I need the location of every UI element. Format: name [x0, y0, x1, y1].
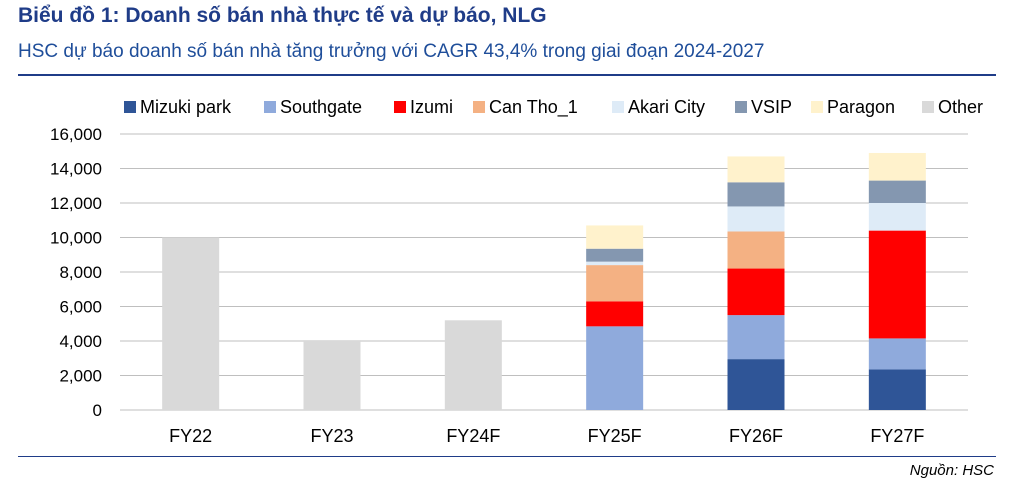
bar-segment-other-fy22 [162, 237, 220, 410]
bar-segment-akari-city-fy25f [586, 261, 644, 266]
x-tick-label: FY22 [169, 426, 212, 446]
gridlines [120, 133, 968, 411]
legend-label: Akari City [628, 97, 705, 117]
x-axis: FY22 FY23 FY24F FY25F FY26F FY27F [169, 426, 924, 446]
y-tick-label: 16,000 [50, 125, 102, 144]
legend-swatch [394, 101, 406, 113]
legend-swatch [124, 101, 136, 113]
legend: Mizuki park Southgate Izumi Can Tho_1 Akari … [124, 97, 983, 118]
bar-segment-paragon-fy25f [586, 225, 644, 249]
x-tick-label: FY23 [310, 426, 353, 446]
y-axis: 0 2,000 4,000 6,000 8,000 10,000 12,000 14,000 1… [50, 125, 102, 420]
legend-label: Izumi [410, 97, 453, 117]
legend-swatch [735, 101, 747, 113]
x-tick-label: FY25F [588, 426, 642, 446]
bar-segment-can-tho-1-fy25f [586, 265, 644, 302]
x-tick-label: FY26F [729, 426, 783, 446]
y-tick-label: 0 [93, 401, 102, 420]
bar-segment-southgate-fy26f [727, 315, 785, 360]
y-tick-label: 10,000 [50, 229, 102, 248]
x-tick-label: FY27F [870, 426, 924, 446]
x-tick-label: FY24F [446, 426, 500, 446]
legend-swatch [922, 101, 934, 113]
bar-segment-vsip-fy27f [868, 180, 926, 203]
footer-divider [18, 456, 996, 457]
bar-segment-paragon-fy26f [727, 156, 785, 183]
bars [162, 152, 926, 410]
y-tick-label: 6,000 [59, 298, 102, 317]
legend-swatch [473, 101, 485, 113]
bar-segment-other-fy24f [444, 320, 502, 410]
bar-segment-izumi-fy25f [586, 301, 644, 327]
bar-segment-vsip-fy25f [586, 248, 644, 262]
source-note: Nguồn: HSC [909, 462, 994, 479]
bar-segment-southgate-fy25f [586, 326, 644, 410]
chart-title: Biểu đồ 1: Doanh số bán nhà thực tế và d… [18, 4, 547, 27]
bar-segment-vsip-fy26f [727, 182, 785, 207]
stacked-bar-chart: Mizuki park Southgate Izumi Can Tho_1 Akari … [50, 97, 983, 446]
y-tick-label: 12,000 [50, 194, 102, 213]
y-tick-label: 14,000 [50, 160, 102, 179]
legend-label: Southgate [280, 97, 362, 117]
legend-label: Paragon [827, 97, 895, 117]
legend-swatch [811, 101, 823, 113]
bar-segment-akari-city-fy27f [868, 203, 926, 231]
header-divider [18, 74, 996, 76]
y-tick-label: 4,000 [59, 332, 102, 351]
bar-segment-mizuki-park-fy27f [868, 369, 926, 410]
legend-label: VSIP [751, 97, 792, 117]
bar-segment-southgate-fy27f [868, 338, 926, 370]
bar-segment-mizuki-park-fy26f [727, 359, 785, 410]
bar-segment-paragon-fy27f [868, 152, 926, 181]
legend-label: Mizuki park [140, 97, 232, 117]
legend-label: Other [938, 97, 983, 117]
bar-segment-izumi-fy27f [868, 230, 926, 339]
bar-segment-can-tho-1-fy26f [727, 231, 785, 269]
bar-segment-akari-city-fy26f [727, 206, 785, 232]
chart-subtitle: HSC dự báo doanh số bán nhà tăng trưởng … [18, 41, 765, 62]
bar-segment-other-fy23 [303, 340, 361, 410]
bar-segment-izumi-fy26f [727, 268, 785, 316]
y-tick-label: 8,000 [59, 263, 102, 282]
y-tick-label: 2,000 [59, 367, 102, 386]
legend-swatch [612, 101, 624, 113]
legend-swatch [264, 101, 276, 113]
legend-label: Can Tho_1 [489, 97, 578, 118]
